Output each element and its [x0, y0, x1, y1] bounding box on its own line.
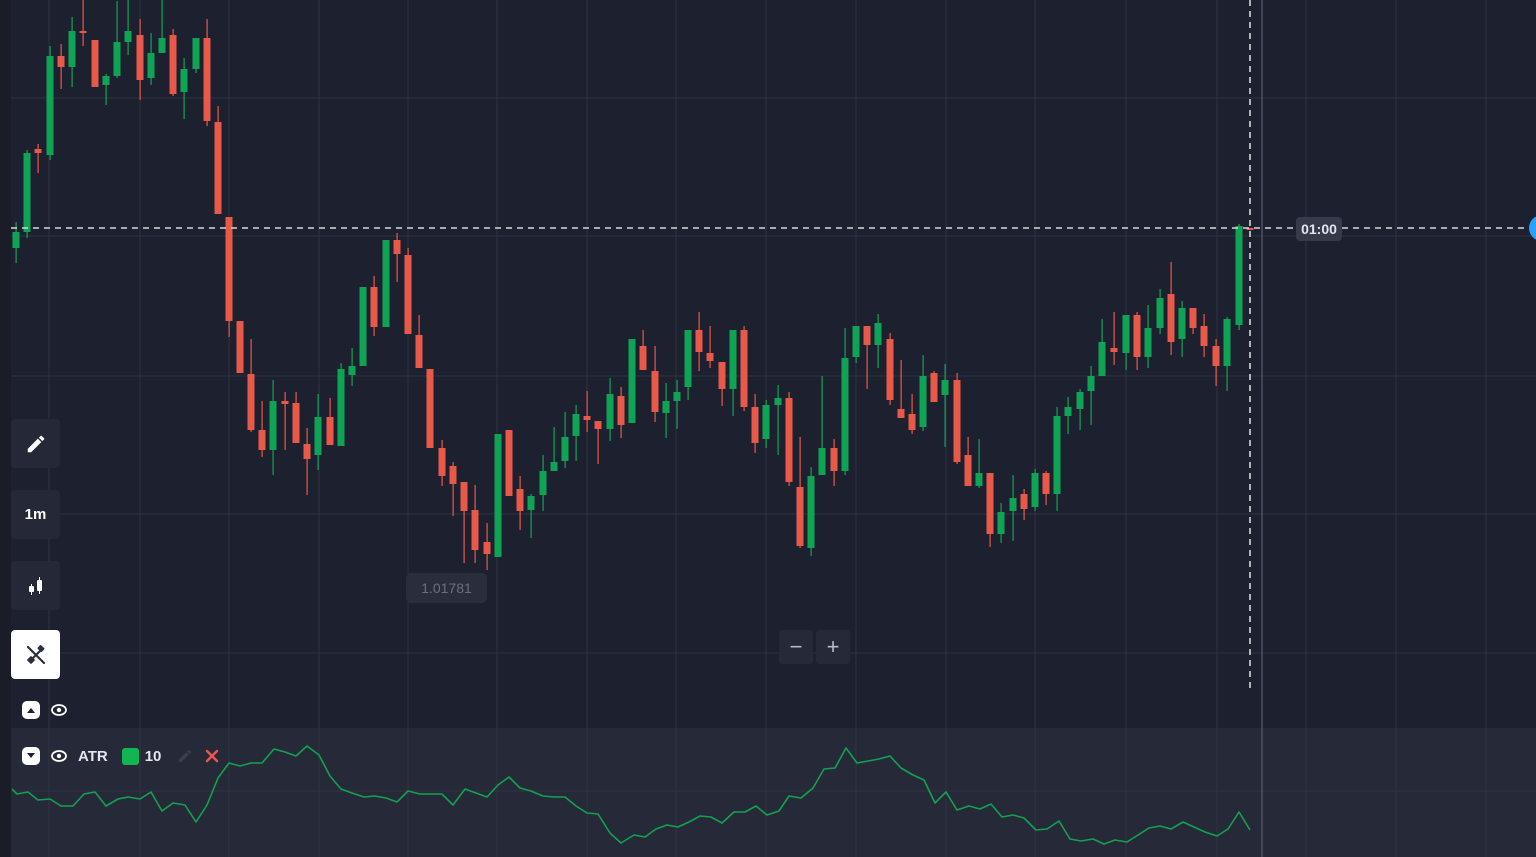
timeframe-label: 1m [24, 506, 47, 523]
chart-type-button[interactable] [11, 561, 60, 610]
close-icon [206, 749, 219, 763]
atr-indicator-name: ATR [78, 747, 108, 765]
tools-crossed-icon [26, 644, 45, 664]
caret-up-icon [27, 708, 35, 713]
pencil-icon [27, 435, 44, 452]
left-edge-strip [0, 0, 11, 857]
draw-tool-button[interactable] [11, 419, 60, 468]
collapse-indicators-button[interactable] [22, 701, 40, 719]
plus-icon: + [826, 634, 840, 659]
atr-indicator-panel [11, 728, 1536, 857]
toggle-visibility-button[interactable] [51, 704, 67, 716]
hover-price-label: 1.01781 [406, 573, 487, 603]
candles-icon [28, 576, 42, 595]
current-price-marker[interactable] [1529, 215, 1536, 241]
expand-atr-button[interactable] [22, 747, 40, 765]
eye-icon [51, 704, 67, 716]
candle-timer-label: 01:00 [1296, 217, 1342, 241]
main-indicator-row [22, 701, 67, 719]
candlestick-series [12, 0, 1254, 570]
zoom-in-button[interactable]: + [816, 630, 850, 664]
pencil-icon [179, 749, 192, 762]
indicators-tools-button[interactable] [11, 630, 60, 679]
atr-period-value: 10 [144, 747, 162, 765]
caret-down-icon [27, 753, 35, 758]
chart-grid [11, 0, 1536, 857]
remove-atr-button[interactable] [205, 749, 219, 763]
eye-icon [51, 750, 67, 762]
atr-indicator-row: ATR 10 [22, 747, 219, 765]
minus-icon: − [789, 634, 803, 659]
edit-atr-button[interactable] [177, 748, 193, 764]
zoom-out-button[interactable]: − [779, 630, 813, 664]
chart-overlays [11, 0, 1536, 857]
atr-visibility-button[interactable] [51, 750, 67, 762]
atr-color-swatch[interactable] [121, 747, 139, 765]
timeframe-button[interactable]: 1m [11, 490, 60, 539]
atr-line-series [11, 745, 1251, 845]
